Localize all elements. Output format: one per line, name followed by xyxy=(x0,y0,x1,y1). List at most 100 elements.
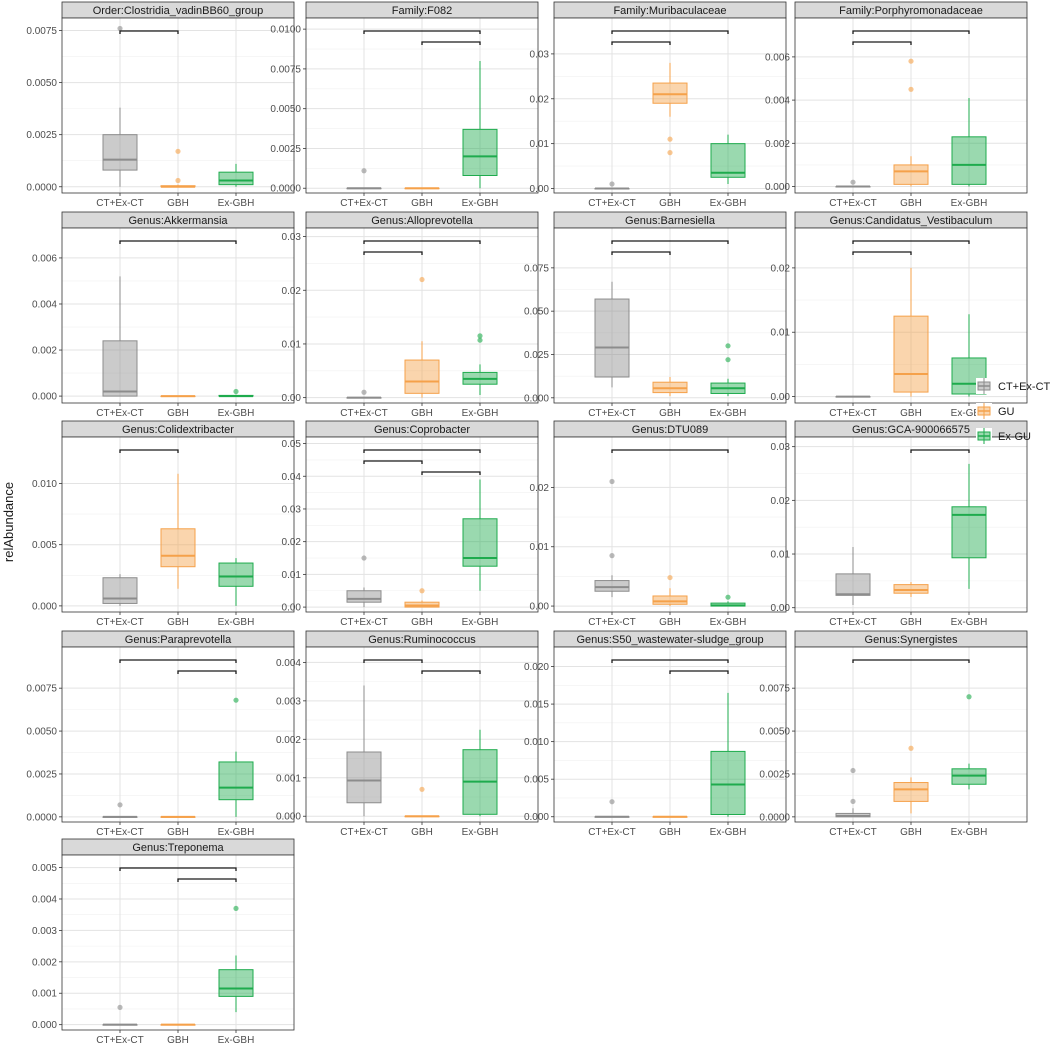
facet-panel: Genus:Candidatus_Vestibaculum 0.00 0.01 0.0… xyxy=(771,211,1028,419)
significance-bracket xyxy=(611,659,729,663)
facet-title: Family:Muribaculaceae xyxy=(613,5,726,17)
x-tick-label: Ex-GBH xyxy=(462,617,499,628)
y-tick-label: 0.002 xyxy=(276,735,301,746)
box-iqr xyxy=(346,590,382,603)
y-tick-label: 0.03 xyxy=(282,504,302,515)
panel-border xyxy=(305,227,539,404)
facet-panel: Genus:Colidextribacter 0.000 0.005 0.010 CT+… xyxy=(32,420,295,628)
panel-border xyxy=(794,646,1028,823)
box-1 xyxy=(160,395,196,398)
y-tick-label: 0.0075 xyxy=(270,64,301,75)
facet-title: Family:F082 xyxy=(392,5,453,17)
outlier-point xyxy=(850,767,856,774)
outlier-point xyxy=(667,136,673,142)
facet-title: Genus:DTU089 xyxy=(632,424,708,436)
legend: CT+Ex-CT GU Ex-GU xyxy=(976,378,1051,444)
x-tick-label: Ex-GBH xyxy=(218,827,255,838)
significance-bracket xyxy=(119,867,237,871)
x-tick-label: GBH xyxy=(411,827,433,838)
box-0 xyxy=(346,555,382,608)
box-iqr xyxy=(951,357,987,395)
facet-title: Genus:S50_wastewater-sludge_group xyxy=(576,634,763,646)
box-0 xyxy=(102,276,138,397)
significance-bracket xyxy=(119,449,179,453)
outlier-point xyxy=(850,798,856,805)
facet-panel: Genus:Akkermansia 0.000 0.002 0.004 0.006 CT+… xyxy=(32,211,295,419)
y-tick-label: 0.05 xyxy=(282,439,302,450)
y-tick-label: 0.004 xyxy=(765,96,790,107)
y-tick-label: 0.02 xyxy=(530,94,550,105)
box-iqr xyxy=(404,359,440,394)
box-0 xyxy=(835,547,871,606)
y-tick-label: 0.003 xyxy=(276,696,301,707)
box-1 xyxy=(652,377,688,397)
significance-bracket xyxy=(363,240,481,244)
panel-border xyxy=(794,227,1028,404)
facet-panel: Genus:S50_wastewater-sludge_group 0.000 0.… xyxy=(524,630,787,838)
y-tick-label: 0.005 xyxy=(32,540,57,551)
significance-bracket xyxy=(363,30,481,34)
box-iqr xyxy=(218,171,254,186)
y-tick-label: 0.03 xyxy=(282,232,302,243)
legend-entry: GU xyxy=(976,403,1015,419)
y-axis-label: relAbundance xyxy=(1,482,16,562)
facet-panel: Genus:DTU089 0.00 0.01 0.02 CT+Ex-CT GBH Ex-GB… xyxy=(530,420,787,628)
y-tick-label: 0.075 xyxy=(524,263,549,274)
outlier-point xyxy=(117,1004,123,1010)
facet-title: Genus:Alloprevotella xyxy=(371,215,473,227)
outlier-point xyxy=(725,343,731,349)
x-tick-label: GBH xyxy=(659,617,681,628)
box-0 xyxy=(835,767,871,818)
x-tick-label: Ex-GBH xyxy=(218,617,255,628)
y-tick-label: 0.015 xyxy=(524,700,549,711)
y-tick-label: 0.01 xyxy=(771,550,791,561)
legend-entry: Ex-GU xyxy=(976,428,1031,444)
y-tick-label: 0.004 xyxy=(32,299,57,310)
y-tick-label: 0.01 xyxy=(282,339,302,350)
y-tick-label: 0.004 xyxy=(32,894,57,905)
x-tick-label: CT+Ex-CT xyxy=(588,408,636,419)
facet-panel: Genus:GCA-900066575 0.00 0.01 0.02 0.03 CT+Ex… xyxy=(771,420,1028,628)
box-iqr xyxy=(835,573,871,596)
box-2 xyxy=(951,314,987,397)
box-2 xyxy=(710,594,746,607)
x-tick-label: GBH xyxy=(167,1035,189,1044)
outlier-point xyxy=(725,357,731,363)
box-2 xyxy=(218,697,254,817)
panel-border xyxy=(61,17,295,194)
facet-panel: Genus:Synergistes 0.0000 0.0025 0.0050 0.007… xyxy=(759,630,1028,838)
facet-panel: Genus:Barnesiella 0.000 0.025 0.050 0.075 CT+… xyxy=(524,211,787,419)
y-tick-label: 0.0000 xyxy=(270,184,301,195)
x-tick-label: Ex-GBH xyxy=(710,827,747,838)
y-tick-label: 0.0025 xyxy=(26,130,57,141)
box-1 xyxy=(160,473,196,589)
x-tick-label: CT+Ex-CT xyxy=(96,1035,144,1044)
box-1 xyxy=(404,187,440,190)
box-2 xyxy=(218,163,254,187)
y-tick-label: 0.02 xyxy=(282,286,302,297)
box-1 xyxy=(160,148,196,188)
box-2 xyxy=(462,729,498,817)
outlier-point xyxy=(667,150,673,156)
y-tick-label: 0.000 xyxy=(32,392,57,403)
box-1 xyxy=(404,588,440,608)
y-tick-label: 0.010 xyxy=(524,737,549,748)
box-2 xyxy=(951,694,987,790)
box-2 xyxy=(710,692,746,817)
y-tick-label: 0.03 xyxy=(771,442,791,453)
panel-border xyxy=(61,227,295,404)
box-iqr xyxy=(710,143,746,178)
outlier-point xyxy=(850,179,856,185)
box-iqr xyxy=(160,528,196,568)
significance-bracket xyxy=(852,251,912,255)
box-1 xyxy=(404,276,440,398)
x-tick-label: CT+Ex-CT xyxy=(588,198,636,209)
significance-bracket xyxy=(363,449,481,453)
facet-title: Order:Clostridia_vadinBB60_group xyxy=(93,5,264,17)
x-tick-label: GBH xyxy=(900,617,922,628)
y-tick-label: 0.00 xyxy=(530,602,550,613)
y-tick-label: 0.01 xyxy=(530,542,550,553)
panel-border xyxy=(553,227,787,404)
outlier-point xyxy=(609,799,615,805)
box-iqr xyxy=(346,751,382,804)
